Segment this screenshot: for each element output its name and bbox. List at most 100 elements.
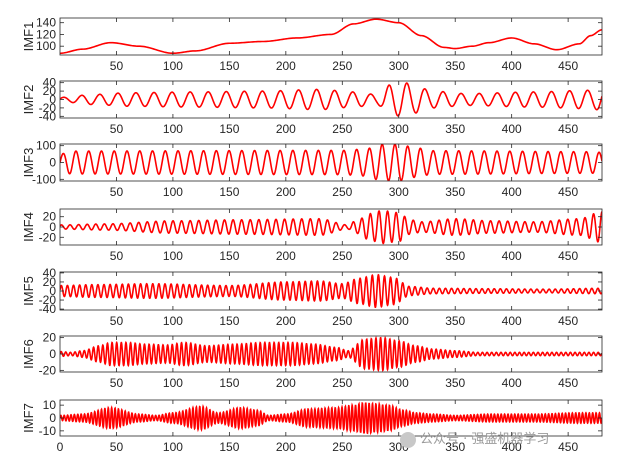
x-tick-label: 300 [389, 122, 409, 136]
x-tick-label: 400 [502, 122, 522, 136]
x-tick-label: 300 [389, 376, 409, 390]
x-tick-label: 250 [332, 185, 352, 199]
x-tick-label: 300 [389, 314, 409, 328]
y-tick-label: -20 [39, 101, 57, 115]
y-tick-label: 0 [49, 93, 56, 107]
x-tick-label: 400 [502, 440, 522, 454]
x-tick-label: 400 [502, 59, 522, 73]
x-tick-label: 200 [276, 122, 296, 136]
x-tick-label: 50 [110, 314, 124, 328]
x-tick-label: 200 [276, 185, 296, 199]
x-tick-label: 400 [502, 376, 522, 390]
x-tick-label: 250 [332, 440, 352, 454]
y-tick-label: 140 [36, 16, 56, 30]
y-axis-label: IMF1 [21, 22, 36, 52]
watermark: 公众号 · 强盛机器学习 [400, 428, 549, 448]
y-tick-label: -10 [39, 424, 57, 438]
y-tick-label: -20 [39, 293, 57, 307]
y-tick-label: 20 [43, 210, 57, 224]
imf-7-series-line [60, 400, 602, 436]
y-tick-label: -100 [32, 172, 56, 186]
imf-6-series-line [60, 336, 602, 372]
y-axis-label: IMF7 [21, 403, 36, 433]
y-tick-label: 0 [49, 284, 56, 298]
x-tick-label: 250 [332, 122, 352, 136]
x-tick-label: 450 [558, 122, 578, 136]
y-tick-label: -20 [39, 363, 57, 377]
x-tick-label: 450 [558, 314, 578, 328]
x-tick-label: 100 [163, 59, 183, 73]
x-tick-label: 50 [110, 59, 124, 73]
y-tick-label: -20 [39, 230, 57, 244]
imf-4-series-line [60, 210, 602, 245]
imf-panel-3: -100 0 100 50 100 150 200 250 300 350 400 450 IMF3 [21, 139, 603, 199]
x-tick-label: 350 [445, 376, 465, 390]
x-tick-label: 300 [389, 249, 409, 263]
x-tick-label: 200 [276, 440, 296, 454]
y-tick-label: 10 [43, 398, 57, 412]
x-tick-label: 100 [163, 314, 183, 328]
y-tick-label: -40 [39, 109, 57, 123]
y-tick-label: 0 [49, 411, 56, 425]
x-tick-label: 100 [163, 249, 183, 263]
y-tick-label: 0 [49, 347, 56, 361]
x-tick-label: 300 [389, 59, 409, 73]
x-tick-label: 450 [558, 376, 578, 390]
y-tick-label: 100 [36, 139, 56, 153]
y-tick-label: 20 [43, 275, 57, 289]
imf-panel-6: -20 0 20 50 100 150 200 250 300 350 400 450 IMF6 [21, 331, 603, 390]
x-tick-label: 400 [502, 314, 522, 328]
x-tick-label: 50 [110, 376, 124, 390]
x-tick-label: 350 [445, 249, 465, 263]
x-tick-label: 400 [502, 249, 522, 263]
imf-1-series-line [60, 18, 602, 55]
x-tick-label: 50 [110, 440, 124, 454]
axes-box [59, 143, 603, 182]
x-tick-label: 50 [110, 185, 124, 199]
y-tick-label: 20 [43, 331, 57, 345]
x-tick-label: 200 [276, 59, 296, 73]
x-tick-label: 300 [389, 185, 409, 199]
x-tick-label: 350 [445, 440, 465, 454]
axes-box [59, 17, 603, 56]
x-tick-label: 250 [332, 249, 352, 263]
imf-5-series-line [60, 273, 602, 309]
x-tick-label: 400 [502, 185, 522, 199]
y-tick-label: 40 [43, 76, 57, 90]
y-tick-label: 40 [43, 266, 57, 280]
x-tick-label: 150 [219, 440, 239, 454]
x-tick-label: 450 [558, 440, 578, 454]
x-tick-label: 150 [219, 376, 239, 390]
x-tick-label: 350 [445, 185, 465, 199]
x-tick-label: 150 [219, 314, 239, 328]
x-tick-label: 450 [558, 185, 578, 199]
y-axis-label: IMF6 [21, 339, 36, 369]
x-tick-label: 150 [219, 122, 239, 136]
x-tick-label: 450 [558, 59, 578, 73]
y-axis-label: IMF4 [21, 212, 36, 242]
y-tick-label: 0 [49, 220, 56, 234]
x-tick-label: 350 [445, 59, 465, 73]
y-axis-label: IMF3 [21, 148, 36, 178]
x-tick-label: 200 [276, 249, 296, 263]
y-tick-label: 20 [43, 84, 57, 98]
y-axis-label: IMF5 [21, 276, 36, 306]
x-tick-label: 200 [276, 376, 296, 390]
x-tick-label: 150 [219, 59, 239, 73]
y-axis-label: IMF2 [21, 85, 36, 115]
x-tick-label: 100 [163, 122, 183, 136]
x-tick-label: 350 [445, 122, 465, 136]
x-tick-label: 150 [219, 185, 239, 199]
x-tick-label: 200 [276, 314, 296, 328]
x-tick-label: 350 [445, 314, 465, 328]
y-tick-label: 100 [36, 39, 56, 53]
wechat-logo-icon [400, 431, 416, 448]
x-tick-label: 450 [558, 249, 578, 263]
y-tick-label: 0 [49, 156, 56, 170]
